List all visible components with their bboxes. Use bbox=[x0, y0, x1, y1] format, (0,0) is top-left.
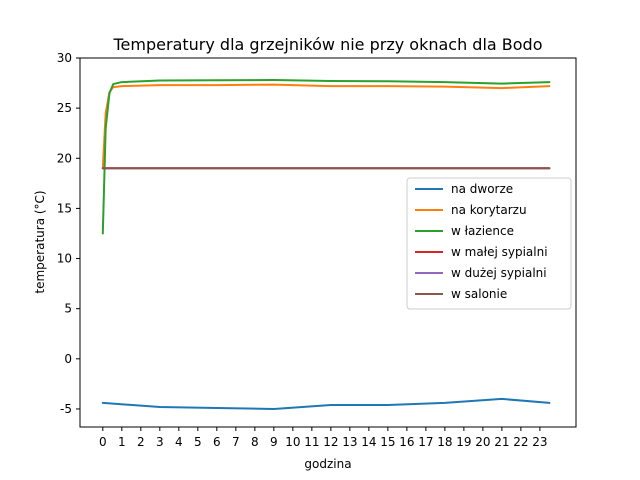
y-tick-label: 30 bbox=[57, 51, 72, 65]
legend-label-2: w łazience bbox=[451, 224, 514, 238]
series-line-2 bbox=[101, 79, 551, 235]
x-tick-label: 20 bbox=[475, 435, 490, 449]
x-tick-label: 13 bbox=[342, 435, 357, 449]
x-tick-label: 22 bbox=[513, 435, 528, 449]
y-axis-ticks: -5 0 5 10 15 20 25 30 bbox=[57, 51, 80, 416]
x-tick-label: 0 bbox=[99, 435, 107, 449]
x-tick-label: 8 bbox=[251, 435, 259, 449]
x-tick-label: 12 bbox=[323, 435, 338, 449]
y-tick-label: 0 bbox=[64, 352, 72, 366]
series-line-0 bbox=[101, 397, 551, 410]
x-tick-label: 23 bbox=[532, 435, 547, 449]
x-axis-label: godzina bbox=[304, 457, 351, 471]
x-tick-label: 14 bbox=[361, 435, 376, 449]
series-lines bbox=[101, 79, 551, 410]
y-tick-label: -5 bbox=[60, 402, 72, 416]
x-tick-label: 3 bbox=[156, 435, 164, 449]
x-tick-label: 5 bbox=[194, 435, 202, 449]
y-tick-label: 10 bbox=[57, 252, 72, 266]
x-tick-label: 6 bbox=[213, 435, 221, 449]
legend-label-5: w salonie bbox=[451, 287, 507, 301]
legend-label-1: na korytarzu bbox=[451, 203, 527, 217]
x-axis-ticks: 0 1 2 3 4 5 6 7 8 9 10 11 12 13 14 15 16 17 18 19 20 21 22 23 bbox=[99, 427, 548, 449]
x-tick-label: 21 bbox=[494, 435, 509, 449]
legend-box bbox=[406, 177, 572, 310]
y-tick-label: 15 bbox=[57, 201, 72, 215]
x-tick-label: 1 bbox=[118, 435, 126, 449]
legend-label-0: na dworze bbox=[451, 182, 513, 196]
x-tick-label: 4 bbox=[175, 435, 183, 449]
legend-label-3: w małej sypialni bbox=[451, 245, 548, 259]
x-tick-label: 16 bbox=[399, 435, 414, 449]
x-tick-label: 11 bbox=[304, 435, 319, 449]
x-tick-label: 7 bbox=[232, 435, 240, 449]
x-tick-label: 17 bbox=[418, 435, 433, 449]
x-tick-label: 2 bbox=[137, 435, 145, 449]
x-tick-label: 18 bbox=[437, 435, 452, 449]
y-tick-label: 20 bbox=[57, 151, 72, 165]
y-tick-label: 5 bbox=[64, 302, 72, 316]
legend-label-4: w dużej sypialni bbox=[451, 266, 547, 280]
y-axis-label: temperatura (°C) bbox=[33, 190, 47, 293]
x-tick-label: 9 bbox=[270, 435, 278, 449]
x-tick-label: 19 bbox=[456, 435, 471, 449]
x-tick-label: 10 bbox=[285, 435, 300, 449]
legend: na dworze na korytarzu w łazience w małej s… bbox=[406, 177, 572, 310]
x-tick-label: 15 bbox=[380, 435, 395, 449]
chart-title: Temperatury dla grzejników nie przy okna… bbox=[113, 35, 543, 54]
y-tick-label: 25 bbox=[57, 101, 72, 115]
